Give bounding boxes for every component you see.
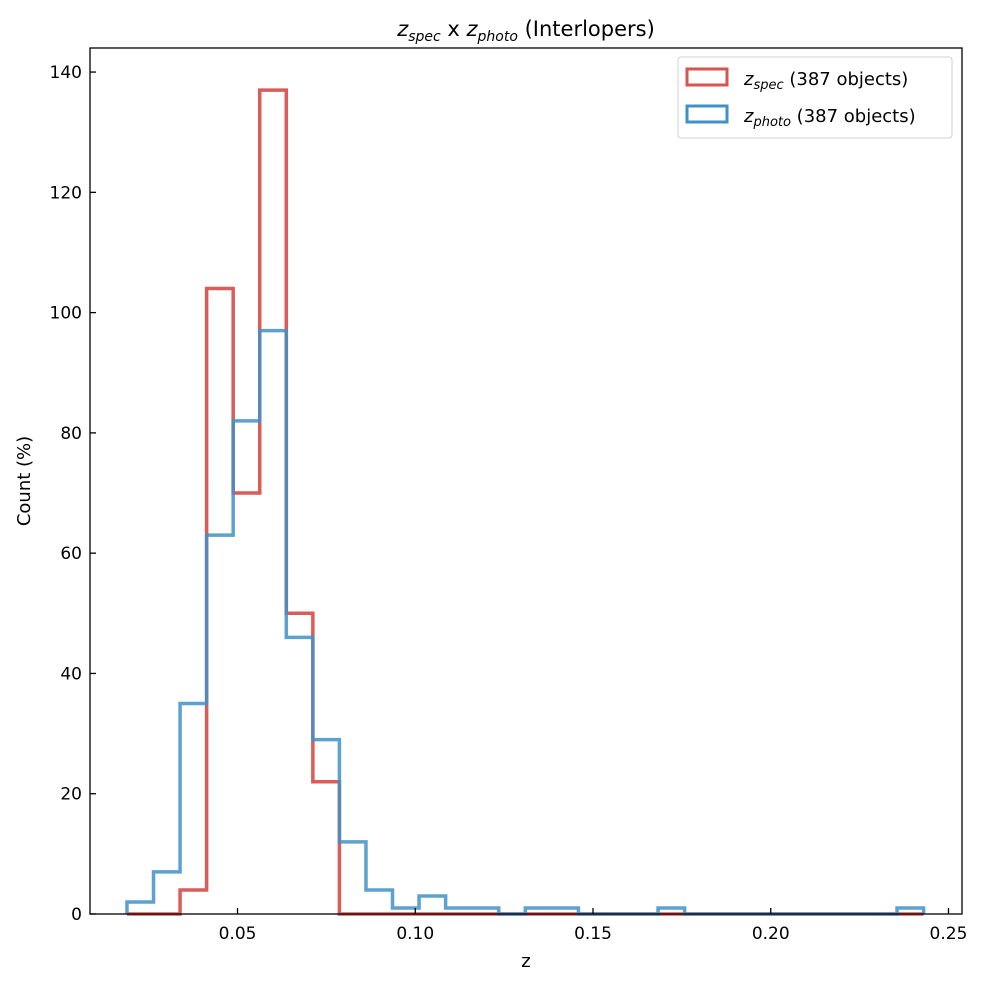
y-tick-label: 80 bbox=[60, 424, 82, 444]
legend-rest-spec: (387 objects) bbox=[784, 69, 909, 90]
legend-swatch-photo bbox=[685, 104, 729, 124]
legend-swatch-spec bbox=[685, 67, 729, 87]
y-tick-label: 40 bbox=[60, 664, 82, 684]
y-tick-label: 100 bbox=[50, 304, 82, 324]
chart-title: zspec x zphoto (Interlopers) bbox=[396, 17, 655, 45]
title-sub-1: spec bbox=[408, 29, 441, 45]
legend-rest-photo: (387 objects) bbox=[791, 106, 916, 127]
x-tick-label: 0.15 bbox=[574, 924, 612, 944]
legend-label-photo: zphoto (387 objects) bbox=[743, 106, 916, 130]
x-tick-label: 0.05 bbox=[219, 924, 257, 944]
legend-label-spec: zspec (387 objects) bbox=[743, 69, 908, 93]
x-axis-label: z bbox=[521, 951, 530, 972]
y-tick-label: 60 bbox=[60, 544, 82, 564]
histogram-step-photo bbox=[125, 328, 926, 916]
y-tick-label: 20 bbox=[60, 785, 82, 805]
title-var-2: z bbox=[466, 17, 479, 41]
legend: zspec (387 objects) zphoto (387 objects) bbox=[677, 56, 953, 139]
y-tick-label: 120 bbox=[50, 183, 82, 203]
legend-sub-spec: spec bbox=[753, 78, 783, 93]
x-tick-label: 0.10 bbox=[396, 924, 434, 944]
x-tick-label: 0.20 bbox=[752, 924, 790, 944]
legend-var-spec: z bbox=[743, 69, 754, 90]
axis-ticks: 0.05 0.10 0.15 0.20 0.25 0 20 40 60 80 100 120 140 bbox=[50, 63, 968, 944]
y-axis-label: Count (%) bbox=[14, 436, 35, 526]
title-var-1: z bbox=[396, 17, 409, 41]
series-layer bbox=[125, 88, 926, 916]
title-sub-2: photo bbox=[477, 29, 518, 45]
y-tick-label: 140 bbox=[50, 63, 82, 83]
legend-var-photo: z bbox=[743, 106, 754, 127]
legend-box bbox=[677, 56, 953, 139]
title-mid: x bbox=[441, 17, 467, 41]
x-tick-label: 0.25 bbox=[930, 924, 968, 944]
legend-sub-photo: photo bbox=[752, 115, 791, 130]
title-tail: (Interlopers) bbox=[518, 17, 655, 41]
histogram-step-spec bbox=[126, 88, 924, 916]
y-tick-label: 0 bbox=[71, 905, 82, 925]
plot-frame bbox=[89, 47, 963, 915]
